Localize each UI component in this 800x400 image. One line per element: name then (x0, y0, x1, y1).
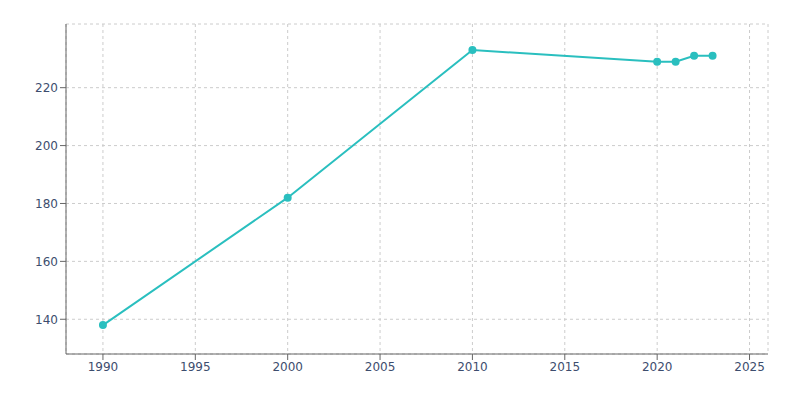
svg-text:220: 220 (35, 81, 58, 95)
svg-text:2020: 2020 (642, 360, 673, 374)
svg-text:1995: 1995 (180, 360, 211, 374)
svg-text:2000: 2000 (272, 360, 303, 374)
svg-text:1990: 1990 (88, 360, 119, 374)
svg-text:140: 140 (35, 313, 58, 327)
svg-text:2005: 2005 (365, 360, 396, 374)
svg-text:200: 200 (35, 139, 58, 153)
svg-text:2010: 2010 (457, 360, 488, 374)
svg-text:180: 180 (35, 197, 58, 211)
svg-text:160: 160 (35, 255, 58, 269)
svg-text:2025: 2025 (734, 360, 765, 374)
svg-text:2015: 2015 (550, 360, 581, 374)
